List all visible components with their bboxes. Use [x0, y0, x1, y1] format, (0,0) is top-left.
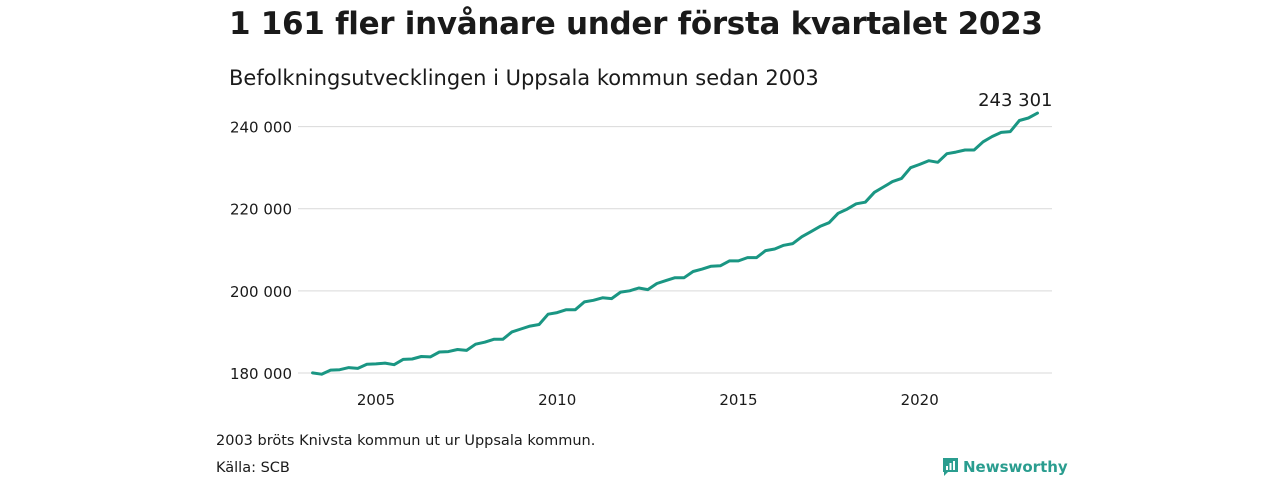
brand-logo: Newsworthy — [942, 457, 1068, 477]
population-series-line — [311, 111, 1039, 376]
y-tick-label: 200 000 — [230, 283, 292, 301]
x-tick-label: 2020 — [901, 391, 939, 409]
population-line-chart: 180 000 200 000 220 000 240 000 2005 2010 2015… — [230, 90, 1053, 409]
footnote: 2003 bröts Knivsta kommun ut ur Uppsala … — [216, 433, 596, 449]
newsworthy-logo-icon — [943, 458, 958, 476]
y-tick-label: 180 000 — [230, 365, 292, 383]
chart-title: 1 161 fler invånare under första kvartal… — [229, 6, 1043, 42]
x-tick-label: 2015 — [719, 391, 757, 409]
x-tick-label: 2005 — [357, 391, 395, 409]
last-value-label: 243 301 — [978, 90, 1052, 111]
chart-subtitle: Befolkningsutvecklingen i Uppsala kommun… — [229, 66, 819, 90]
source-label: Källa: SCB — [216, 460, 290, 476]
y-tick-label: 240 000 — [230, 119, 292, 137]
x-tick-label: 2010 — [538, 391, 576, 409]
brand-name: Newsworthy — [963, 458, 1068, 476]
y-tick-label: 220 000 — [230, 201, 292, 219]
